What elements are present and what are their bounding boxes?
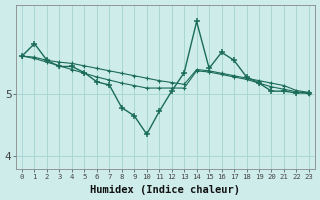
X-axis label: Humidex (Indice chaleur): Humidex (Indice chaleur) xyxy=(91,185,240,195)
